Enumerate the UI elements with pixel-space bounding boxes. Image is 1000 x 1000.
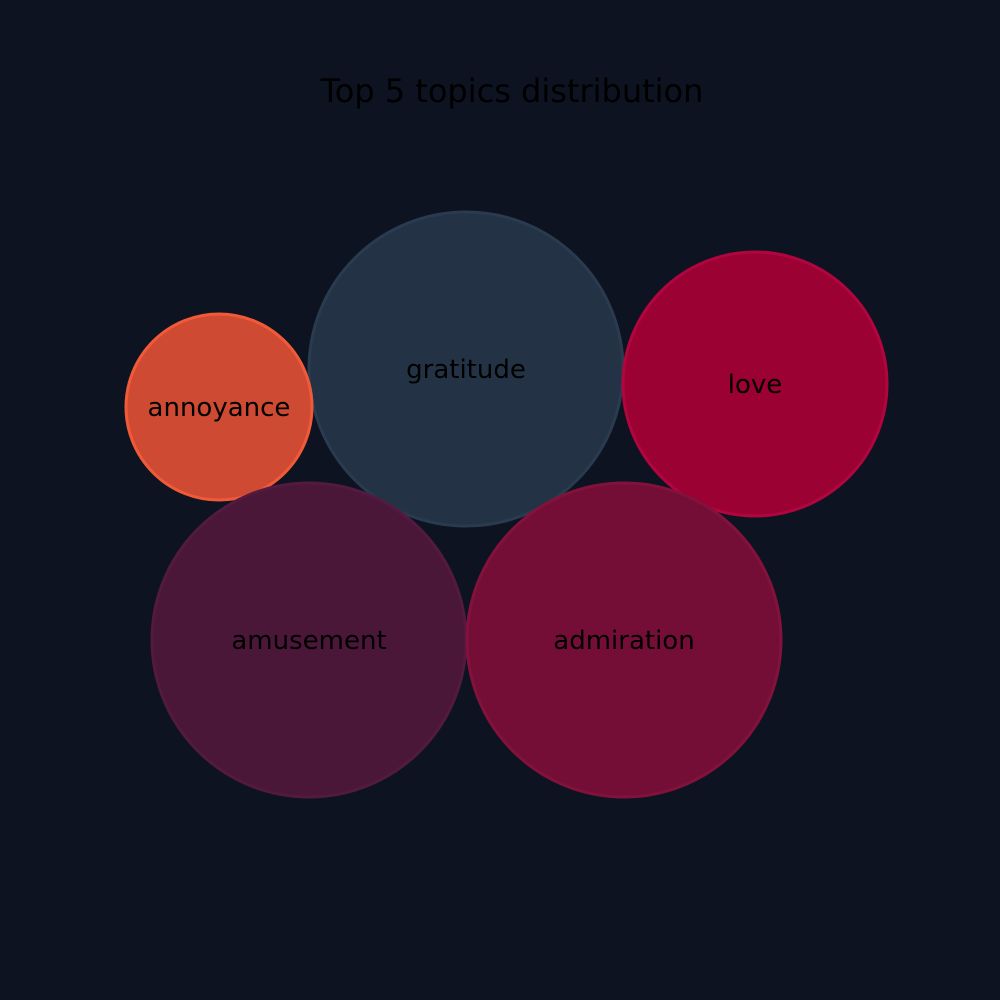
bubble-circle-love xyxy=(621,250,889,518)
bubble-love: love xyxy=(621,250,889,518)
bubble-gratitude: gratitude xyxy=(307,210,625,528)
chart-title: Top 5 topics distribution xyxy=(320,72,704,110)
bubble-label-amusement: amusement xyxy=(231,626,386,656)
bubble-label-love: love xyxy=(728,370,783,400)
bubble-circle-admiration xyxy=(465,481,783,799)
bubble-label-admiration: admiration xyxy=(553,626,694,656)
bubble-admiration: admiration xyxy=(465,481,783,799)
bubbles-layer: gratitude love annoyance amusement admiratio… xyxy=(124,210,889,799)
bubble-label-annoyance: annoyance xyxy=(148,393,291,423)
bubble-amusement: amusement xyxy=(150,481,468,799)
bubble-label-gratitude: gratitude xyxy=(406,355,526,385)
bubble-annoyance: annoyance xyxy=(124,312,314,502)
bubble-circle-annoyance xyxy=(124,312,314,502)
